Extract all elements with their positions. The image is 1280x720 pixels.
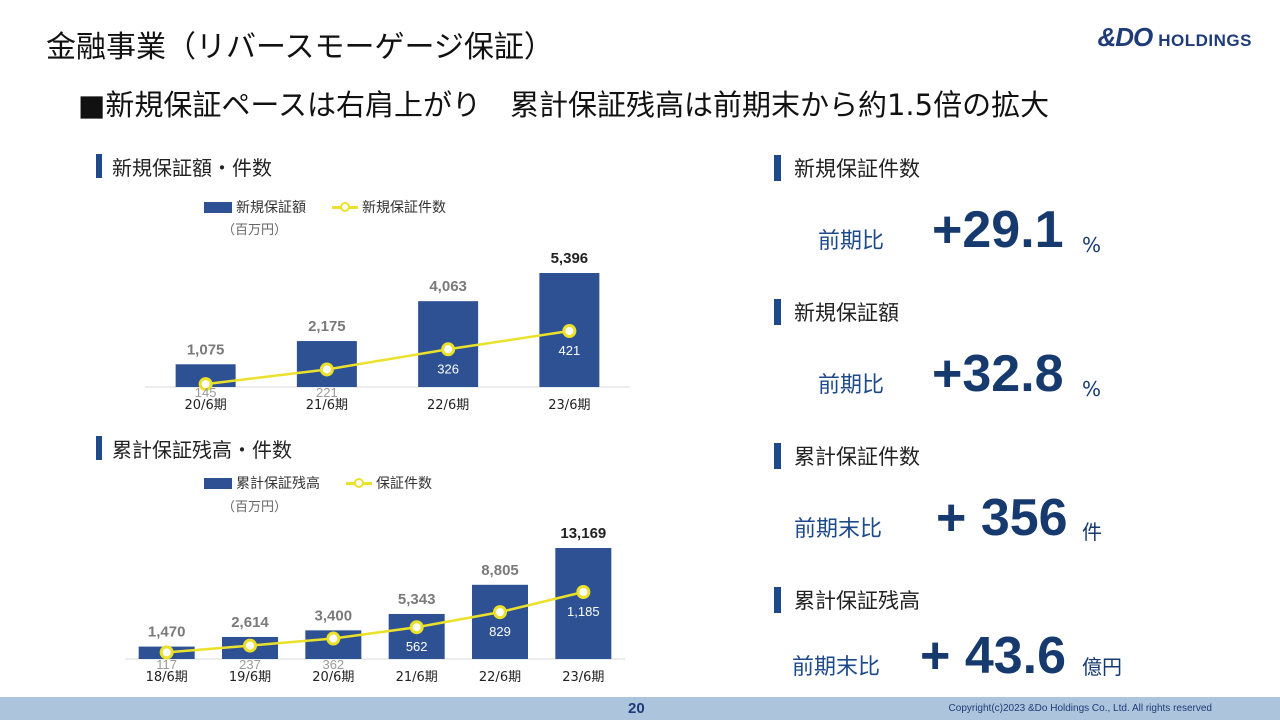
- logo-mark: &DO: [1097, 22, 1153, 52]
- line-point: [409, 620, 424, 635]
- section-bar-icon: [96, 154, 102, 178]
- kpi-value: + 43.6: [920, 627, 1067, 685]
- section-bar-icon: [774, 155, 781, 181]
- line-value-label: 362: [322, 657, 344, 672]
- chart2-title-text: 累計保証残高・件数: [112, 438, 292, 462]
- chart1-title-text: 新規保証額・件数: [112, 156, 272, 180]
- logo-sub: HOLDINGS: [1158, 31, 1252, 50]
- line-point: [243, 638, 257, 653]
- line-series: [205, 329, 570, 386]
- legend-line-label: 保証件数: [376, 476, 432, 492]
- section-bar-icon: [96, 436, 102, 460]
- page-title: 金融事業（リバースモーゲージ保証）: [46, 30, 554, 65]
- x-tick-label: 19/6期: [229, 670, 271, 685]
- footer-bar: [0, 697, 1280, 720]
- x-tick-label: 20/6期: [185, 398, 227, 413]
- legend-line-swatch: [332, 201, 358, 212]
- bar-value-label: 3,400: [315, 607, 353, 624]
- kpi-unit: 億円: [1082, 655, 1122, 679]
- line-value-label: 117: [156, 657, 177, 672]
- kpi-value: + 356: [936, 489, 1068, 547]
- line-point: [493, 605, 507, 620]
- line-value-label: 237: [239, 657, 261, 672]
- kpi-title: 新規保証件数: [774, 153, 920, 183]
- bar-value-label: 13,169: [560, 525, 606, 542]
- kpi-title-text: 新規保証件数: [794, 157, 920, 181]
- kpi-title: 新規保証額: [774, 297, 899, 327]
- line-point: [441, 342, 456, 357]
- chart1-unit: （百万円）: [222, 223, 288, 238]
- legend-bar-label: 新規保証額: [236, 200, 306, 216]
- line-point: [326, 631, 341, 646]
- legend-line-swatch: [346, 477, 372, 488]
- line-point: [319, 362, 334, 377]
- chart1-title: 新規保証額・件数: [96, 152, 272, 181]
- chart2-title: 累計保証残高・件数: [96, 434, 292, 463]
- kpi-label: 前期末比: [792, 655, 881, 680]
- kpi-title: 累計保証残高: [774, 585, 920, 615]
- chart2-unit: （百万円）: [222, 500, 288, 515]
- copyright: Copyright(c)2023 &Do Holdings Co., Ltd. …: [948, 703, 1212, 714]
- bar-value-label: 2,614: [231, 614, 269, 631]
- line-point: [562, 324, 577, 338]
- headline: ■新規保証ペースは右肩上がり 累計保証残高は前期末から約1.5倍の拡大: [78, 88, 1050, 122]
- x-tick-label: 22/6期: [427, 398, 469, 413]
- legend-line-label: 新規保証件数: [362, 200, 446, 216]
- line-point: [159, 645, 174, 660]
- line-point: [576, 585, 591, 599]
- bar-value-label: 4,063: [429, 278, 467, 295]
- line-series: [166, 590, 584, 654]
- line-value-label: 145: [195, 385, 217, 400]
- bar-value-label: 1,075: [187, 341, 225, 358]
- section-bar-icon: [774, 299, 781, 325]
- page-number: 20: [628, 700, 645, 717]
- section-bar-icon: [774, 587, 781, 613]
- chart1-plot: 1,075 20/6期 2,175 21/6期 4,063 22/6期 5,396 23/6期…: [145, 250, 630, 413]
- kpi-unit: %: [1082, 377, 1102, 401]
- line-value-label: 1,185: [567, 604, 600, 619]
- kpi-label: 前期末比: [794, 517, 883, 542]
- line-value-label: 326: [437, 361, 459, 376]
- kpi-title-text: 新規保証額: [794, 301, 899, 325]
- kpi-label: 前期比: [818, 373, 885, 398]
- x-tick-label: 21/6期: [306, 398, 348, 413]
- kpi-title-text: 累計保証件数: [794, 445, 920, 469]
- kpi-value: +32.8: [932, 345, 1064, 403]
- chart2-plot: 1,470 18/6期 2,614 19/6期 3,400 20/6期 5,343 21/6期…: [125, 525, 625, 685]
- kpi-unit: 件: [1082, 520, 1102, 544]
- kpi-title-text: 累計保証残高: [794, 589, 920, 613]
- line-value-label: 421: [559, 343, 581, 358]
- x-tick-label: 18/6期: [146, 670, 188, 685]
- line-value-label: 829: [489, 624, 511, 639]
- bar: [472, 584, 528, 659]
- company-logo: &DO HOLDINGS: [1097, 22, 1252, 53]
- legend-bar-swatch: [204, 477, 232, 489]
- x-tick-label: 23/6期: [548, 398, 590, 413]
- bar-value-label: 1,470: [148, 624, 186, 641]
- line-value-label: 221: [316, 385, 338, 400]
- kpi-label: 前期比: [818, 229, 885, 254]
- kpi-unit: %: [1082, 233, 1102, 257]
- chart2-legend: 累計保証残高 保証件数: [204, 473, 432, 493]
- legend-bar-label: 累計保証残高: [236, 476, 320, 492]
- legend-bar-swatch: [204, 201, 232, 213]
- line-point: [198, 377, 213, 392]
- bar: [555, 548, 612, 659]
- bar-value-label: 8,805: [481, 562, 519, 579]
- bar-value-label: 2,175: [308, 318, 346, 335]
- bar-value-label: 5,396: [551, 250, 589, 267]
- x-tick-label: 20/6期: [312, 670, 354, 685]
- kpi-title: 累計保証件数: [774, 441, 920, 471]
- section-bar-icon: [774, 443, 781, 469]
- chart1-legend: 新規保証額 新規保証件数: [204, 197, 446, 217]
- bar-value-label: 5,343: [398, 591, 436, 608]
- x-tick-label: 22/6期: [479, 670, 521, 685]
- x-tick-label: 23/6期: [562, 670, 604, 685]
- kpi-value: +29.1: [932, 201, 1064, 259]
- x-tick-label: 21/6期: [396, 670, 438, 685]
- line-value-label: 562: [406, 639, 428, 654]
